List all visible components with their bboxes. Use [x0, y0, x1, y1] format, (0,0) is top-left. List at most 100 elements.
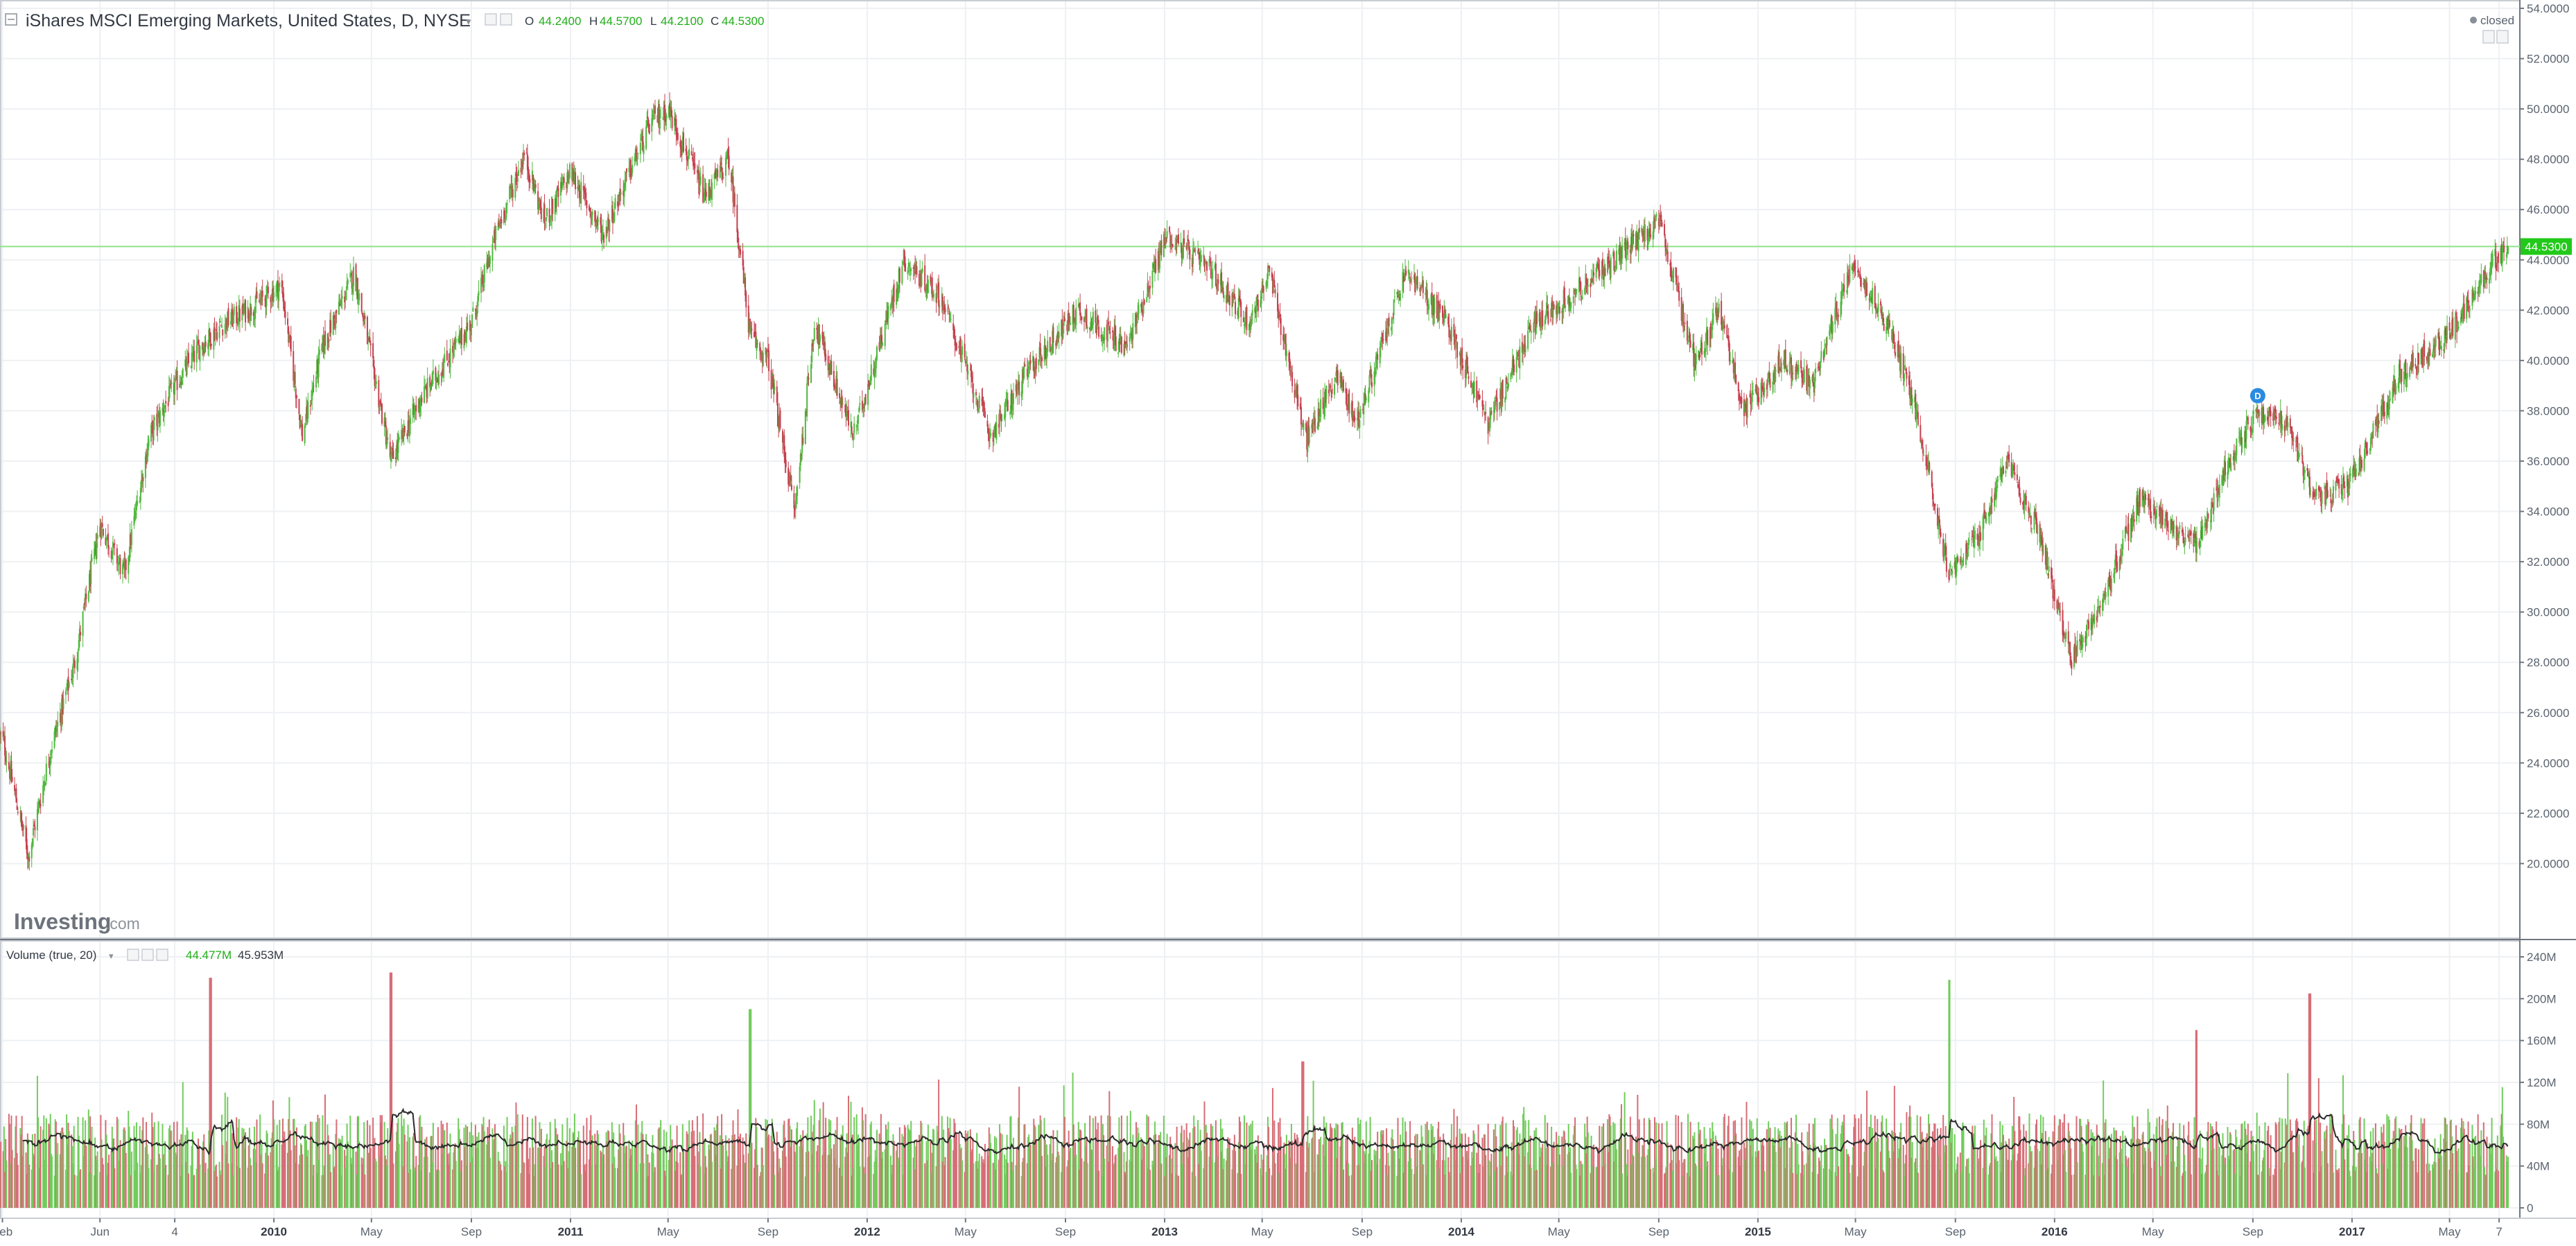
price-candle [557, 185, 559, 191]
volume-bar [531, 1118, 533, 1208]
volume-bar [1404, 1121, 1407, 1208]
price-candle [595, 211, 597, 234]
volume-bar [93, 1175, 95, 1208]
volume-bar [2272, 1175, 2274, 1208]
volume-bar [1579, 1175, 1581, 1208]
volume-bar [509, 1139, 511, 1208]
volume-bar [2489, 1147, 2491, 1208]
price-candle [266, 285, 268, 315]
price-candle [304, 413, 306, 428]
candle-body [913, 266, 915, 268]
candle-body [361, 313, 363, 315]
volume-bar [5, 1139, 7, 1208]
volume-bar [1316, 1154, 1319, 1208]
volume-bar [2301, 1161, 2304, 1208]
price-candle [580, 172, 582, 211]
volume-bar [144, 1147, 146, 1208]
candle-body [903, 250, 905, 268]
volume-bar [1086, 1137, 1088, 1208]
price-candle [910, 261, 912, 282]
volume-bar [2315, 1143, 2317, 1208]
volume-bar [284, 1131, 286, 1208]
price-candle [11, 768, 13, 783]
price-candle [82, 611, 84, 648]
price-candle [1020, 381, 1022, 406]
volume-bar [82, 1117, 84, 1208]
volume-bar [1608, 1152, 1610, 1208]
volume-bar [1801, 1132, 1803, 1208]
volume-bar [2332, 1172, 2334, 1208]
price-candle [523, 144, 525, 170]
volume-bar [2250, 1130, 2252, 1208]
volume-bar [2155, 1126, 2157, 1208]
volume-bar [2024, 1168, 2026, 1208]
price-candle [891, 289, 893, 305]
volume-bar [232, 1175, 234, 1208]
volume-bar [2240, 1139, 2242, 1208]
volume-bar [705, 1167, 707, 1208]
candle-body [710, 189, 712, 196]
volume-bar [1308, 1143, 1310, 1208]
volume-bar [1487, 1123, 1489, 1208]
volume-bar [2076, 1162, 2078, 1208]
price-candle [754, 323, 756, 337]
candle-body [925, 291, 927, 293]
volume-bar [665, 1132, 668, 1208]
volume-bar [2393, 1134, 2395, 1208]
volume-bar [2002, 1134, 2004, 1208]
volume-bar [2331, 1116, 2333, 1208]
volume-bar [2352, 1166, 2354, 1208]
candle-body [195, 345, 198, 363]
volume-bar [586, 1118, 588, 1208]
candle-body [933, 294, 935, 297]
candle-body [89, 569, 92, 587]
price-candle [611, 200, 613, 234]
candle-body [987, 427, 989, 432]
volume-bar [1578, 1145, 1580, 1208]
candle-body [193, 346, 195, 357]
volume-bar [1254, 1149, 1256, 1208]
candle-body [258, 300, 260, 302]
volume-bar [1544, 1148, 1547, 1208]
candle-body [311, 400, 313, 405]
volume-bar [1695, 1166, 1697, 1208]
candle-body [699, 176, 702, 184]
volume-bar [1944, 1152, 1946, 1208]
price-candle [1026, 357, 1028, 380]
volume-bar [1108, 1091, 1111, 1208]
price-candle [45, 756, 47, 786]
volume-bar [2229, 1132, 2231, 1208]
price-candle [77, 648, 79, 672]
price-candle [21, 812, 23, 831]
candle-body [652, 114, 654, 122]
volume-bar [1101, 1175, 1103, 1208]
candle-body [90, 562, 92, 585]
volume-bar [295, 1127, 297, 1208]
volume-bar [722, 1145, 724, 1208]
candle-body [1029, 360, 1031, 366]
volume-bar [2249, 1161, 2252, 1208]
price-candle [369, 340, 372, 357]
price-candle [657, 100, 659, 128]
price-candle [1024, 357, 1026, 367]
volume-bar [2007, 1160, 2009, 1208]
volume-bar [1664, 1173, 1666, 1208]
price-candle [256, 282, 258, 300]
candle-body [259, 300, 261, 304]
volume-bar [618, 1124, 620, 1208]
volume-bar [2081, 1143, 2083, 1208]
candle-body [49, 761, 51, 764]
volume-bar [2069, 1136, 2071, 1208]
price-candle [760, 347, 762, 363]
volume-bar [557, 1134, 559, 1208]
candle-body [534, 184, 536, 193]
volume-bar [1000, 1152, 1002, 1208]
price-candle [71, 666, 73, 685]
volume-bar [1604, 1145, 1606, 1208]
volume-bar [2068, 1131, 2070, 1208]
price-candle [602, 219, 604, 240]
volume-bar [2223, 1163, 2225, 1208]
price-candle [309, 399, 311, 415]
price-candle [993, 426, 995, 446]
